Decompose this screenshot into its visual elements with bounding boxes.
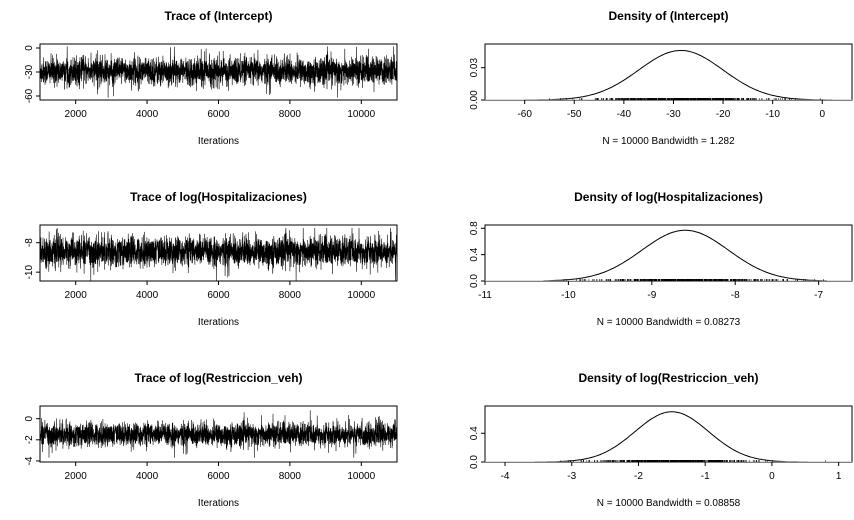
rug-marks [548,98,821,100]
y-tick-label: 0 [24,415,35,421]
panel-1: Trace of (Intercept) 2000 4000 6000 8000 1000… [24,9,398,147]
y-tick-label: 0.8 [469,221,480,235]
y-tick-label: -30 [24,64,35,79]
x-tick-label: 0 [819,109,825,120]
y-tick-label: -10 [24,264,35,279]
plot-area [485,411,852,462]
panel-title: Trace of log(Restriccion_veh) [134,371,302,385]
x-axis: 2000 4000 6000 8000 10000 [65,100,376,120]
y-tick-label: 0 [24,45,35,51]
x-tick-label: 8000 [279,471,302,482]
x-tick-label: 1 [836,471,842,482]
x-tick-label: 0 [769,471,775,482]
x-axis-title: N = 10000 Bandwidth = 0.08273 [597,317,741,328]
x-tick-label: 10000 [347,471,375,482]
y-axis: 0 -2 -4 [24,415,40,465]
x-tick-label: -3 [567,471,576,482]
panel-title: Density of (Intercept) [608,9,728,23]
y-tick-label: -60 [24,88,35,103]
density-curve [514,50,833,100]
x-tick-label: -4 [501,471,510,482]
density-curve [543,229,828,281]
plot-area [40,410,397,458]
x-tick-label: -10 [765,109,780,120]
panel-2: Density of (Intercept) -60 -50 -40 -30 -20 -10… [469,9,853,147]
x-tick-label: -11 [478,290,492,301]
y-axis: 0 -30 -60 [24,45,40,103]
plot-area [40,227,397,281]
x-axis: 2000 4000 6000 8000 10000 [65,281,376,301]
rug-ticks [548,98,821,100]
panel-title: Trace of log(Hospitalizaciones) [130,190,307,204]
x-tick-label: -2 [634,471,643,482]
plot-area [40,46,397,98]
plot-area [485,229,852,281]
y-tick-label: 0.00 [469,90,480,110]
y-axis: 0.0 0.4 [469,426,485,469]
x-tick-label: -7 [814,290,823,301]
rug-ticks [563,279,824,281]
y-axis: 0.0 0.4 0.8 [469,221,485,288]
panel-3: Trace of log(Hospitalizaciones) 2000 4000 6… [24,190,398,328]
y-tick-label: 0.4 [469,247,480,261]
y-tick-label: -4 [24,456,35,465]
trace-series-line [40,46,397,98]
panel-6: Density of log(Restriccion_veh) -4 -3 -2 -1 0… [469,371,853,509]
trace-series-line [40,227,397,281]
density-curve [525,411,826,462]
panel-title: Density of log(Restriccion_veh) [578,371,758,385]
x-axis-title: N = 10000 Bandwidth = 1.282 [602,136,735,147]
x-tick-label: 2000 [65,471,88,482]
panel-title: Density of log(Hospitalizaciones) [574,190,763,204]
x-axis: -11 -10 -9 -8 -7 [478,281,824,301]
x-axis-title: Iterations [198,498,239,509]
y-tick-label: 0.4 [469,426,480,440]
x-axis-title: Iterations [198,136,239,147]
x-tick-label: -20 [716,109,731,120]
y-axis: -8 -10 [24,238,40,279]
y-tick-label: 0.0 [469,274,480,288]
panel-title: Trace of (Intercept) [164,9,272,23]
x-tick-label: -1 [701,471,710,482]
x-axis-title: N = 10000 Bandwidth = 0.08858 [597,498,741,509]
plot-area [485,50,852,100]
plot-frame [484,405,853,463]
x-axis: -60 -50 -40 -30 -20 -10 0 [517,100,825,120]
x-tick-label: -50 [567,109,582,120]
x-tick-label: 10000 [347,290,375,301]
x-tick-label: 8000 [279,109,302,120]
rug-marks [560,460,826,462]
x-tick-label: 2000 [65,109,88,120]
y-tick-label: -8 [24,238,35,247]
y-tick-label: 0.0 [469,455,480,469]
panel-5: Trace of log(Restriccion_veh) 2000 4000 600… [24,371,398,509]
panel-4: Density of log(Hospitalizaciones)-11 -10-… [469,190,853,328]
x-tick-label: 4000 [136,290,159,301]
x-tick-label: 2000 [65,290,88,301]
x-tick-label: 6000 [207,290,230,301]
x-tick-label: -10 [561,290,576,301]
x-axis-title: Iterations [198,317,239,328]
x-tick-label: -30 [666,109,681,120]
x-tick-label: 4000 [136,471,159,482]
x-tick-label: -9 [647,290,656,301]
y-tick-label: -2 [24,435,35,444]
rug-ticks [560,460,826,462]
x-axis: 2000 4000 6000 8000 10000 [65,462,376,482]
x-tick-label: -8 [731,290,740,301]
x-tick-label: 6000 [207,471,230,482]
x-tick-label: -40 [617,109,632,120]
x-tick-label: 6000 [207,109,230,120]
x-tick-label: 10000 [347,109,375,120]
x-tick-label: -60 [517,109,532,120]
x-tick-label: 8000 [279,290,302,301]
x-tick-label: 4000 [136,109,159,120]
rug-marks [563,279,824,281]
trace-series-line [40,410,397,458]
y-tick-label: 0.03 [469,58,480,78]
y-axis: 0.00 0.03 [469,58,485,110]
x-axis: -4 -3 -2 -1 0 1 [501,462,842,482]
